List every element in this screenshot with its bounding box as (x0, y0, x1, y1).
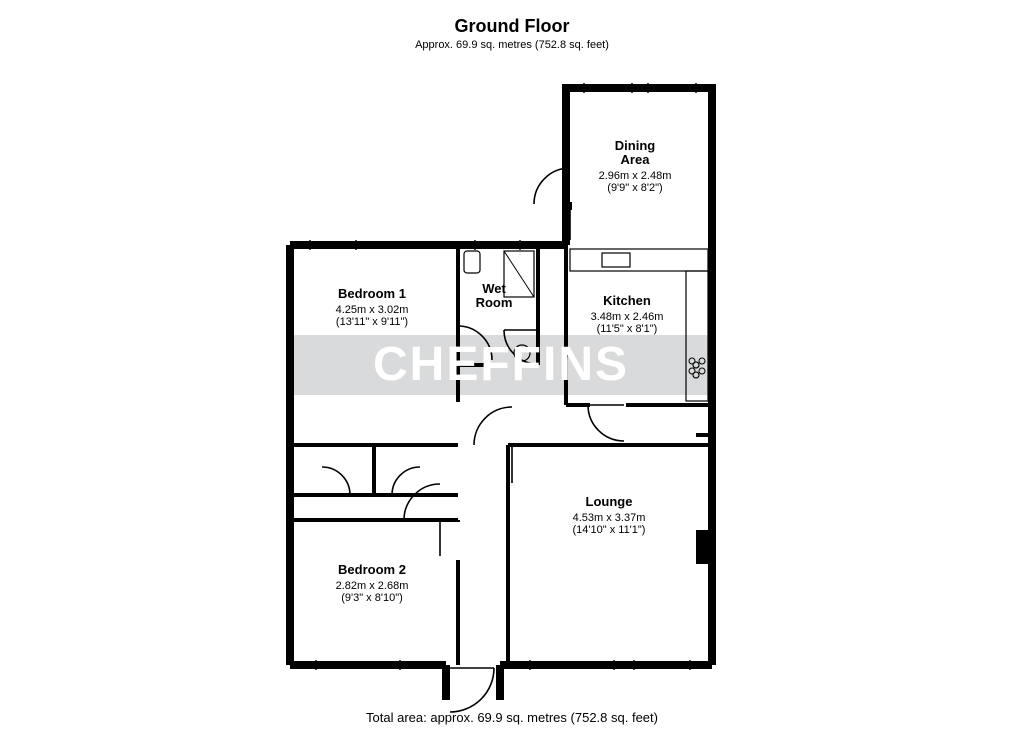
room-name: Lounge (586, 494, 633, 509)
room-name: Dining (615, 138, 655, 153)
page-title: Ground Floor (455, 16, 570, 36)
room-dim-metric: 4.25m x 3.02m (336, 304, 409, 316)
room-name: Kitchen (603, 293, 651, 308)
page-subtitle: Approx. 69.9 sq. metres (752.8 sq. feet) (415, 39, 609, 51)
svg-text:Area: Area (621, 152, 651, 167)
svg-text:Room: Room (476, 295, 513, 310)
room-dim-imperial: (11'5" x 8'1") (597, 323, 658, 335)
sink-icon (602, 253, 630, 267)
room-dim-metric: 3.48m x 2.46m (591, 311, 664, 323)
room-name: Bedroom 1 (338, 286, 406, 301)
room-dim-metric: 4.53m x 3.37m (573, 512, 646, 524)
room-dim-metric: 2.96m x 2.48m (599, 170, 672, 182)
watermark-text: CHEFFINS (373, 338, 629, 391)
room-name: Wet (482, 281, 506, 296)
room-name: Bedroom 2 (338, 562, 406, 577)
fireplace-icon (696, 530, 712, 564)
room-dim-imperial: (9'3" x 8'10") (341, 592, 403, 604)
toilet-icon (464, 251, 480, 273)
room-dim-imperial: (9'9" x 8'2") (607, 182, 662, 194)
floorplan-canvas: CHEFFINS Bedroom 1 4.25m x 3.02m(13'11" x … (0, 0, 1024, 744)
room-dim-metric: 2.82m x 2.68m (336, 580, 409, 592)
kitchen-counter-icon (570, 249, 708, 271)
room-dim-imperial: (13'11" x 9'11") (336, 316, 408, 328)
footer-text: Total area: approx. 69.9 sq. metres (752… (366, 710, 658, 725)
room-dim-imperial: (14'10" x 11'1") (573, 524, 646, 536)
